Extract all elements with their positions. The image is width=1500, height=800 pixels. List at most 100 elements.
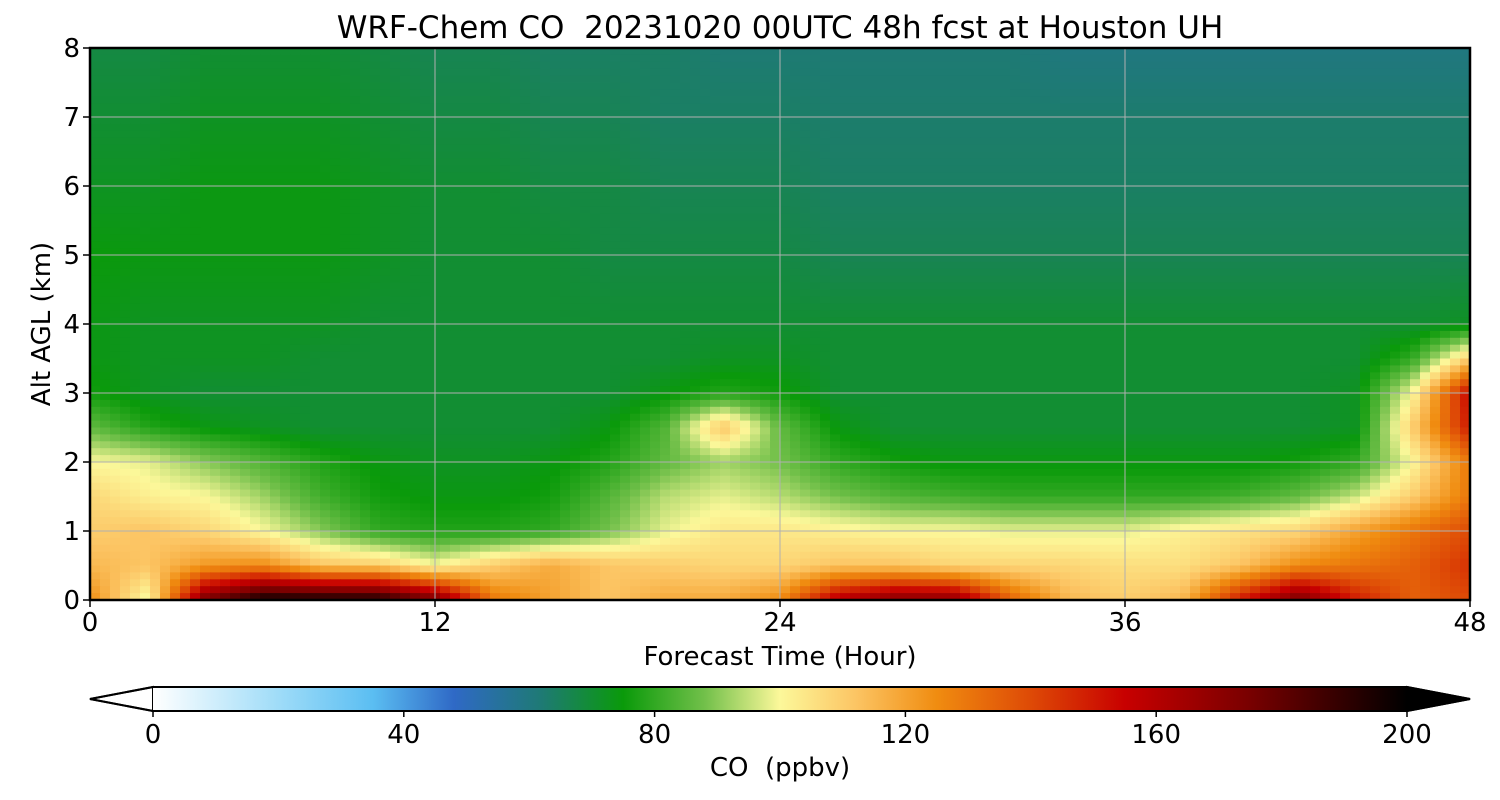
heatmap-cell [510,179,521,187]
heatmap-cell [1280,138,1291,146]
heatmap-cell [230,83,241,91]
heatmap-cell [1070,269,1081,277]
heatmap-cell [1050,179,1061,187]
heatmap-cell [1050,255,1061,263]
heatmap-cell [670,283,681,291]
heatmap-cell [1160,241,1171,249]
heatmap-cell [330,234,341,242]
heatmap-cell [820,234,831,242]
heatmap-cell [100,179,111,187]
heatmap-cell [660,89,671,97]
heatmap-cell [1360,227,1371,235]
heatmap-cell [540,221,551,229]
heatmap-cell [390,214,401,222]
heatmap-cell [660,76,671,84]
heatmap-cell [290,207,301,215]
heatmap-cell [840,131,851,139]
heatmap-cell [1370,193,1381,201]
heatmap-cell [950,248,961,256]
heatmap-cell [240,276,251,284]
heatmap-cell [810,221,821,229]
heatmap-cell [230,179,241,187]
heatmap-cell [390,158,401,166]
heatmap-cell [760,110,771,118]
heatmap-cell [650,276,661,284]
heatmap-cell [1310,103,1321,111]
heatmap-cell [1390,131,1401,139]
heatmap-cell [290,179,301,187]
heatmap-cell [1360,152,1371,160]
heatmap-cell [1450,89,1461,97]
heatmap-cell [130,290,141,298]
heatmap-cell [810,179,821,187]
heatmap-cell [1080,207,1091,215]
heatmap-cell [750,138,761,146]
heatmap-cell [100,221,111,229]
heatmap-cell [1050,193,1061,201]
heatmap-cell [850,255,861,263]
heatmap-cell [800,152,811,160]
heatmap-cell [1260,276,1271,284]
heatmap-cell [840,110,851,118]
heatmap-cell [920,55,931,63]
heatmap-cell [690,172,701,180]
heatmap-cell [1390,172,1401,180]
heatmap-cell [1180,207,1191,215]
heatmap-cell [900,138,911,146]
heatmap-cell [510,214,521,222]
heatmap-cell [100,186,111,194]
heatmap-cell [390,172,401,180]
heatmap-cell [540,193,551,201]
heatmap-cell [1090,69,1101,77]
heatmap-cell [230,290,241,298]
heatmap-cell [860,172,871,180]
heatmap-cell [1170,131,1181,139]
heatmap-cell [350,227,361,235]
heatmap-cell [1180,221,1191,229]
heatmap-cell [1160,283,1171,291]
heatmap-cell [320,124,331,131]
heatmap-cell [980,193,991,201]
heatmap-cell [930,117,941,125]
heatmap-cell [530,214,541,222]
heatmap-cell [1260,158,1271,166]
heatmap-cell [670,221,681,229]
heatmap-cell [810,241,821,249]
heatmap-cell [870,110,881,118]
heatmap-cell [1430,158,1441,166]
heatmap-cell [520,152,531,160]
heatmap-cell [530,152,541,160]
heatmap-cell [630,179,641,187]
heatmap-cell [200,276,211,284]
heatmap-cell [750,227,761,235]
heatmap-cell [610,186,621,194]
heatmap-cell [1280,76,1291,84]
heatmap-cell [1180,179,1191,187]
heatmap-cell [700,124,711,131]
heatmap-cell [700,193,711,201]
heatmap-cell [440,145,451,153]
heatmap-cell [1280,269,1291,277]
heatmap-cell [340,193,351,201]
heatmap-cell [1000,69,1011,77]
heatmap-cell [670,186,681,194]
heatmap-cell [1110,138,1121,146]
heatmap-cell [970,255,981,263]
heatmap-cell [930,200,941,208]
heatmap-cell [1380,76,1391,84]
heatmap-cell [410,241,421,249]
heatmap-cell [1010,269,1021,277]
heatmap-cell [370,262,381,270]
heatmap-cell [170,83,181,91]
heatmap-cell [110,96,121,104]
heatmap-cell [280,234,291,242]
heatmap-cell [100,76,111,84]
heatmap-cell [690,89,701,97]
heatmap-cell [1340,117,1351,125]
heatmap-cell [210,158,221,166]
heatmap-cell [150,283,161,291]
heatmap-cell [970,248,981,256]
heatmap-cell [260,221,271,229]
heatmap-cell [870,152,881,160]
heatmap-cell [1360,117,1371,125]
